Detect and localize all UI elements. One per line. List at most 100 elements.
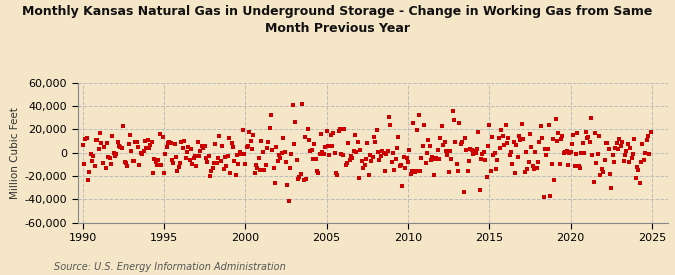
Point [394, 164, 405, 168]
Point [469, 148, 480, 153]
Point [496, 128, 507, 133]
Point [187, 162, 198, 166]
Point [410, 169, 421, 173]
Point [188, 156, 199, 160]
Point [364, 153, 375, 158]
Point [566, 142, 577, 146]
Point [113, 143, 124, 148]
Point [331, 171, 342, 175]
Text: Monthly Kansas Natural Gas in Underground Storage - Change in Working Gas from S: Monthly Kansas Natural Gas in Undergroun… [22, 6, 653, 34]
Point [433, 147, 443, 152]
Point [462, 169, 473, 174]
Point [408, 120, 418, 125]
Point [198, 146, 209, 150]
Point [100, 166, 111, 170]
Point [441, 149, 452, 153]
Point [339, 126, 350, 131]
Point [192, 140, 203, 144]
Point [614, 137, 625, 141]
Point [449, 118, 460, 122]
Point [178, 145, 188, 150]
Point [475, 188, 485, 192]
Point [86, 158, 97, 163]
Point [300, 135, 310, 139]
Point [633, 168, 644, 172]
Point [121, 161, 132, 165]
Point [292, 157, 302, 162]
Point [207, 166, 218, 170]
Point [593, 152, 603, 156]
Point [639, 157, 649, 162]
Point [542, 147, 553, 152]
Point [476, 157, 487, 161]
Point [508, 139, 519, 144]
Point [148, 171, 159, 175]
Point [350, 133, 360, 137]
Point [257, 150, 268, 155]
Point [632, 165, 643, 169]
Point [454, 121, 465, 125]
Point [375, 153, 386, 158]
Point [484, 123, 495, 128]
Point [99, 145, 109, 150]
Point [518, 137, 529, 141]
Point [569, 163, 580, 168]
Point [213, 156, 223, 160]
Point [584, 139, 595, 144]
Point [385, 122, 396, 127]
Point [481, 175, 492, 180]
Point [194, 154, 205, 158]
Point [237, 128, 248, 133]
Point [90, 138, 101, 143]
Point [530, 150, 541, 155]
Point [205, 174, 215, 179]
Point [628, 152, 639, 157]
Point [264, 125, 275, 130]
Point [284, 198, 294, 203]
Point [414, 169, 425, 173]
Point [362, 141, 373, 145]
Point [574, 166, 585, 170]
Point [77, 143, 88, 148]
Point [511, 142, 522, 147]
Point [519, 169, 530, 174]
Point [412, 128, 423, 133]
Point [182, 150, 192, 154]
Point [406, 169, 417, 174]
Point [333, 129, 344, 134]
Point [634, 181, 645, 186]
Point [587, 153, 598, 158]
Point [203, 153, 214, 158]
Point [288, 103, 298, 107]
Point [402, 160, 413, 164]
Point [531, 166, 542, 170]
Point [439, 140, 450, 145]
Point [397, 184, 408, 188]
Point [302, 127, 313, 132]
Point [504, 153, 515, 157]
Point [253, 156, 264, 160]
Point [165, 141, 176, 145]
Point [470, 151, 481, 155]
Point [577, 141, 588, 145]
Point [142, 138, 153, 142]
Point [429, 157, 440, 161]
Point [348, 149, 359, 153]
Point [404, 148, 414, 153]
Point [617, 140, 628, 144]
Point [435, 136, 446, 141]
Point [448, 109, 458, 114]
Point [598, 170, 609, 174]
Point [171, 155, 182, 160]
Point [155, 131, 165, 136]
Point [180, 156, 191, 161]
Point [259, 168, 269, 172]
Point [124, 142, 134, 146]
Point [275, 156, 286, 160]
Point [320, 145, 331, 149]
Point [81, 135, 92, 140]
Point [393, 135, 404, 139]
Point [179, 139, 190, 143]
Point [233, 161, 244, 166]
Point [206, 169, 217, 174]
